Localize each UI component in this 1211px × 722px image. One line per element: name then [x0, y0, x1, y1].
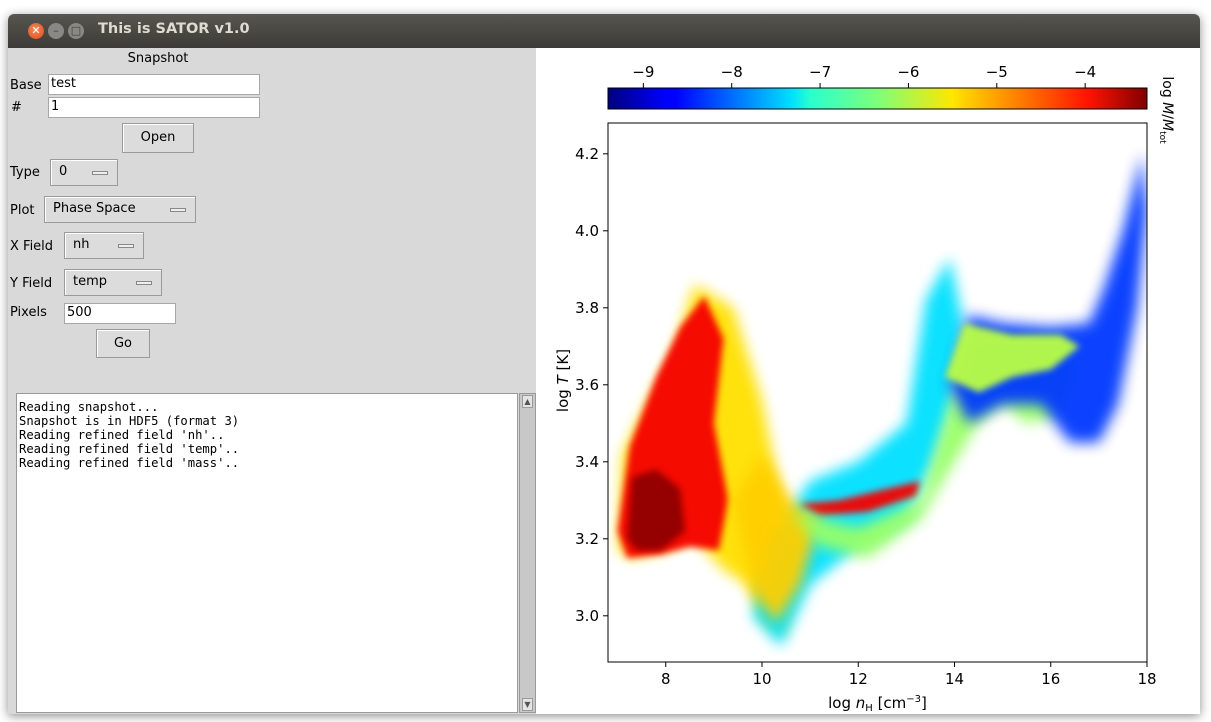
base-input[interactable]: test [48, 74, 260, 95]
pixels-input[interactable]: 500 [64, 303, 176, 324]
axes-frame [607, 122, 1148, 663]
y-tick-label: 4.2 [575, 145, 599, 163]
colorbar-tick-label: −5 [986, 63, 1008, 81]
colorbar-tick-label: −4 [1074, 63, 1096, 81]
type-menu[interactable]: 0 [50, 159, 118, 186]
x-tick-label: 14 [945, 670, 964, 688]
base-label: Base [10, 78, 42, 93]
colorbar-tick-label: −8 [721, 63, 743, 81]
option-menu-indicator-icon [170, 208, 186, 212]
density-region [627, 469, 685, 551]
y-tick-label: 3.2 [575, 530, 599, 548]
option-menu-indicator-icon [92, 171, 108, 175]
title-bar: ✕ – □ This is SATOR v1.0 [8, 14, 1200, 48]
x-tick-label: 18 [1137, 670, 1156, 688]
open-button[interactable]: Open [122, 123, 194, 153]
x-tick-label: 16 [1041, 670, 1060, 688]
x-tick-label: 10 [752, 670, 771, 688]
y-tick-label: 4.0 [575, 222, 599, 240]
x-field-value: nh [73, 237, 90, 252]
type-value: 0 [59, 164, 68, 179]
y-field-value: temp [73, 274, 108, 289]
pixels-label: Pixels [10, 305, 47, 320]
x-tick-label: 8 [661, 670, 671, 688]
y-tick-label: 3.4 [575, 453, 599, 471]
snapshot-number-input[interactable]: 1 [48, 97, 260, 118]
y-field-menu[interactable]: temp [64, 269, 162, 296]
colorbar-tick-label: −9 [632, 63, 654, 81]
plot-value: Phase Space [53, 201, 136, 216]
minimize-window-button[interactable]: – [48, 23, 64, 39]
output-log[interactable]: Reading snapshot... Snapshot is in HDF5 (… [16, 393, 518, 713]
scroll-up-arrow-icon[interactable]: ▲ [522, 395, 533, 408]
axes: 8 10 12 14 16 18 3.0 3.2 3.4 3.6 3.8 4.0 4.2 log nH [… [554, 63, 1175, 714]
density-region [733, 454, 820, 624]
plot-menu[interactable]: Phase Space [44, 196, 196, 223]
window-title: This is SATOR v1.0 [98, 21, 250, 37]
control-panel: Snapshot Base test # 1 Open Type 0 Plot … [8, 48, 536, 714]
y-tick-label: 3.0 [575, 607, 599, 625]
y-field-label: Y Field [10, 276, 53, 291]
log-line: Snapshot is in HDF5 (format 3) [19, 414, 240, 428]
sator-window: ✕ – □ This is SATOR v1.0 Snapshot Base t… [8, 14, 1200, 714]
scroll-down-arrow-icon[interactable]: ▼ [522, 698, 533, 711]
type-label: Type [10, 165, 40, 180]
density-region [949, 153, 1147, 443]
x-field-label: X Field [10, 239, 54, 254]
maximize-window-button[interactable]: □ [68, 23, 84, 39]
x-field-menu[interactable]: nh [64, 232, 144, 259]
x-axis-label: log nH [cm−3] [828, 694, 927, 714]
go-button[interactable]: Go [96, 329, 150, 358]
phase-space-density [617, 153, 1147, 647]
log-line: Reading refined field 'nh'.. [19, 428, 225, 442]
plot-area: 8 10 12 14 16 18 3.0 3.2 3.4 3.6 3.8 4.0 4.2 log nH [… [536, 48, 1200, 714]
close-window-button[interactable]: ✕ [28, 23, 44, 39]
number-label: # [11, 100, 22, 115]
y-tick-label: 3.8 [575, 299, 599, 317]
plot-label: Plot [10, 203, 35, 218]
colorbar [607, 87, 1148, 110]
log-line: Reading refined field 'temp'.. [19, 442, 240, 456]
log-line: Reading snapshot... [19, 400, 159, 414]
log-scrollbar[interactable]: ▲ ▼ [519, 393, 536, 713]
phase-space-chart: 8 10 12 14 16 18 3.0 3.2 3.4 3.6 3.8 4.0 4.2 log nH [… [554, 63, 1175, 714]
y-axis-label: log T [K] [554, 349, 572, 412]
x-tick-label: 12 [849, 670, 868, 688]
colorbar-tick-label: −7 [809, 63, 831, 81]
density-region [944, 323, 1080, 393]
colorbar-tick-label: −6 [897, 63, 919, 81]
option-menu-indicator-icon [136, 281, 152, 285]
snapshot-heading: Snapshot [127, 51, 189, 66]
density-region [800, 481, 921, 516]
log-line: Reading refined field 'mass'.. [19, 456, 240, 470]
option-menu-indicator-icon [118, 244, 134, 248]
y-tick-label: 3.6 [575, 376, 599, 394]
colorbar-label: log M/Mtot [1157, 76, 1175, 144]
